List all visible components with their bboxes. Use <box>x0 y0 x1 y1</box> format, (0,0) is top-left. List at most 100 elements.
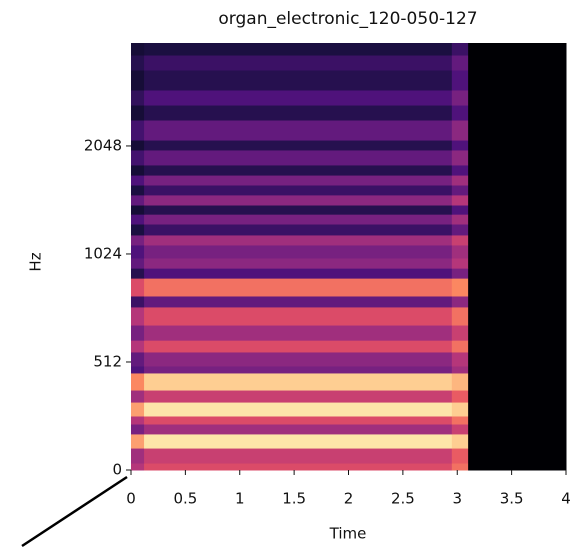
heatmap-cell <box>131 306 145 326</box>
y-tick-label: 0 <box>112 461 122 479</box>
heatmap-cell <box>451 433 469 449</box>
heatmap-cell <box>144 257 453 269</box>
heatmap-cell <box>451 448 469 464</box>
heatmap-cell <box>468 390 567 403</box>
heatmap-cell <box>468 89 567 106</box>
heatmap-cell <box>468 448 567 464</box>
heatmap-cell <box>131 415 145 425</box>
heatmap-cell <box>468 120 567 141</box>
heatmap-cell <box>144 390 453 403</box>
heatmap-cell <box>144 402 453 417</box>
heatmap-cell <box>131 351 145 367</box>
heatmap-cell <box>144 325 453 341</box>
heatmap-cell <box>451 70 469 91</box>
pointer-line <box>21 475 128 548</box>
heatmap-cell <box>451 351 469 367</box>
x-tick-label: 2 <box>344 490 354 508</box>
x-tick-label: 0 <box>126 490 136 508</box>
heatmap-cell <box>468 268 567 279</box>
heatmap-cell <box>468 185 567 196</box>
heatmap-cell <box>468 351 567 367</box>
heatmap-cell <box>131 149 145 166</box>
x-tick-label: 1.5 <box>282 490 306 508</box>
heatmap-cell <box>451 372 469 391</box>
heatmap-cell <box>451 390 469 403</box>
heatmap-cell <box>468 55 567 71</box>
heatmap-cell <box>468 365 567 374</box>
heatmap-cell <box>131 194 145 206</box>
heatmap-cell <box>468 205 567 215</box>
heatmap-cell <box>468 278 567 297</box>
heatmap-cell <box>451 89 469 106</box>
heatmap-cell <box>144 55 453 71</box>
heatmap-cell <box>131 278 145 297</box>
heatmap-cell <box>131 55 145 71</box>
heatmap-cell <box>131 140 145 151</box>
heatmap-cell <box>468 43 567 56</box>
heatmap-cell <box>468 244 567 259</box>
heatmap-cell <box>144 43 453 56</box>
heatmap-cell <box>451 295 469 308</box>
heatmap-cell <box>131 205 145 215</box>
heatmap-cell <box>451 105 469 121</box>
heatmap-cell <box>131 433 145 449</box>
heatmap-cell <box>144 278 453 297</box>
heatmap-cell <box>468 224 567 236</box>
heatmap-cell <box>451 424 469 435</box>
heatmap-cell <box>451 365 469 374</box>
heatmap-cell <box>144 185 453 196</box>
heatmap-cell <box>144 372 453 391</box>
heatmap-cell <box>468 105 567 121</box>
heatmap-cell <box>451 463 469 471</box>
heatmap-cell <box>131 105 145 121</box>
y-tick-label: 1024 <box>84 244 122 262</box>
heatmap-cell <box>468 325 567 341</box>
heatmap-cell <box>131 164 145 176</box>
heatmap-cell <box>144 175 453 186</box>
heatmap-cell <box>131 424 145 435</box>
heatmap-cell <box>451 278 469 297</box>
heatmap-cell <box>451 268 469 279</box>
heatmap-cell <box>468 257 567 269</box>
heatmap-cell <box>144 433 453 449</box>
heatmap-cell <box>468 214 567 225</box>
heatmap-cell <box>144 89 453 106</box>
heatmap-cell <box>131 224 145 236</box>
heatmap-cell <box>131 268 145 279</box>
heatmap-cell <box>131 390 145 403</box>
heatmap-cell <box>144 149 453 166</box>
heatmap-cell <box>468 164 567 176</box>
heatmap-cell <box>144 224 453 236</box>
heatmap-cell <box>144 140 453 151</box>
heatmap-cell <box>451 120 469 141</box>
x-tick-label: 4 <box>561 490 571 508</box>
heatmap-cell <box>468 372 567 391</box>
heatmap-cell <box>451 325 469 341</box>
heatmap-cell <box>468 424 567 435</box>
heatmap-cell <box>131 175 145 186</box>
heatmap-cell <box>451 164 469 176</box>
heatmap-cell <box>144 424 453 435</box>
heatmap-cell <box>131 43 145 56</box>
x-tick-label: 3 <box>452 490 462 508</box>
heatmap-cell <box>144 295 453 308</box>
heatmap-cell <box>451 55 469 71</box>
heatmap-cell <box>131 244 145 259</box>
heatmap-cell <box>144 70 453 91</box>
heatmap-cell <box>144 365 453 374</box>
heatmap-cell <box>451 205 469 215</box>
y-tick-label: 512 <box>93 352 122 370</box>
heatmap-cell <box>468 149 567 166</box>
heatmap-cell <box>468 306 567 326</box>
heatmap-cell <box>144 340 453 353</box>
heatmap-cell <box>451 402 469 417</box>
heatmap-cell <box>468 415 567 425</box>
heatmap-cell <box>451 234 469 246</box>
heatmap-cell <box>144 448 453 464</box>
heatmap-cell <box>131 365 145 374</box>
heatmap-cell <box>131 214 145 225</box>
y-tick-label: 2048 <box>84 136 122 154</box>
x-axis-label: Time <box>329 525 367 543</box>
heatmap-cell <box>144 463 453 471</box>
